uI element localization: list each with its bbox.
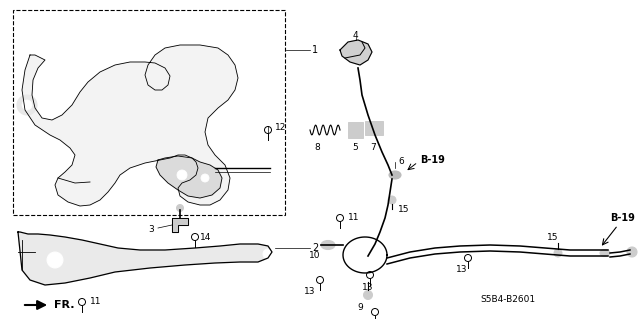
Text: 13: 13: [456, 265, 468, 275]
Polygon shape: [340, 40, 372, 65]
Circle shape: [22, 100, 32, 110]
Polygon shape: [172, 218, 188, 232]
Text: 7: 7: [370, 144, 376, 152]
Circle shape: [201, 174, 209, 182]
Polygon shape: [22, 45, 238, 206]
Text: 15: 15: [547, 234, 559, 242]
Text: 8: 8: [314, 144, 320, 152]
Bar: [365, 121, 383, 135]
Polygon shape: [18, 232, 272, 285]
Text: 1: 1: [312, 45, 318, 55]
Text: 6: 6: [398, 158, 404, 167]
Circle shape: [554, 249, 562, 257]
Circle shape: [388, 196, 396, 204]
Text: 11: 11: [90, 298, 102, 307]
Text: S5B4-B2601: S5B4-B2601: [480, 295, 535, 305]
Ellipse shape: [389, 171, 401, 179]
Text: 10: 10: [309, 251, 321, 261]
Polygon shape: [156, 156, 222, 198]
Circle shape: [627, 247, 637, 257]
Circle shape: [263, 249, 273, 259]
Text: 12: 12: [275, 123, 286, 132]
Circle shape: [51, 256, 59, 264]
Text: 14: 14: [200, 233, 211, 241]
Circle shape: [364, 291, 372, 300]
Circle shape: [177, 204, 184, 211]
Text: 5: 5: [352, 144, 358, 152]
Text: B-19: B-19: [610, 213, 635, 223]
Text: 2: 2: [312, 243, 318, 253]
Text: 9: 9: [357, 303, 363, 313]
Text: 13: 13: [362, 284, 374, 293]
Text: 11: 11: [348, 213, 360, 222]
Text: 3: 3: [148, 226, 154, 234]
Bar: [13, 10, 285, 215]
Text: FR.: FR.: [54, 300, 74, 310]
Circle shape: [47, 252, 63, 268]
Circle shape: [177, 170, 187, 180]
Text: 15: 15: [398, 205, 410, 214]
Text: 4: 4: [352, 31, 358, 40]
Circle shape: [17, 95, 37, 115]
Text: 13: 13: [304, 287, 316, 296]
Text: B-19: B-19: [420, 155, 445, 165]
Bar: [348, 122, 363, 138]
Ellipse shape: [600, 249, 610, 256]
Ellipse shape: [321, 241, 335, 249]
